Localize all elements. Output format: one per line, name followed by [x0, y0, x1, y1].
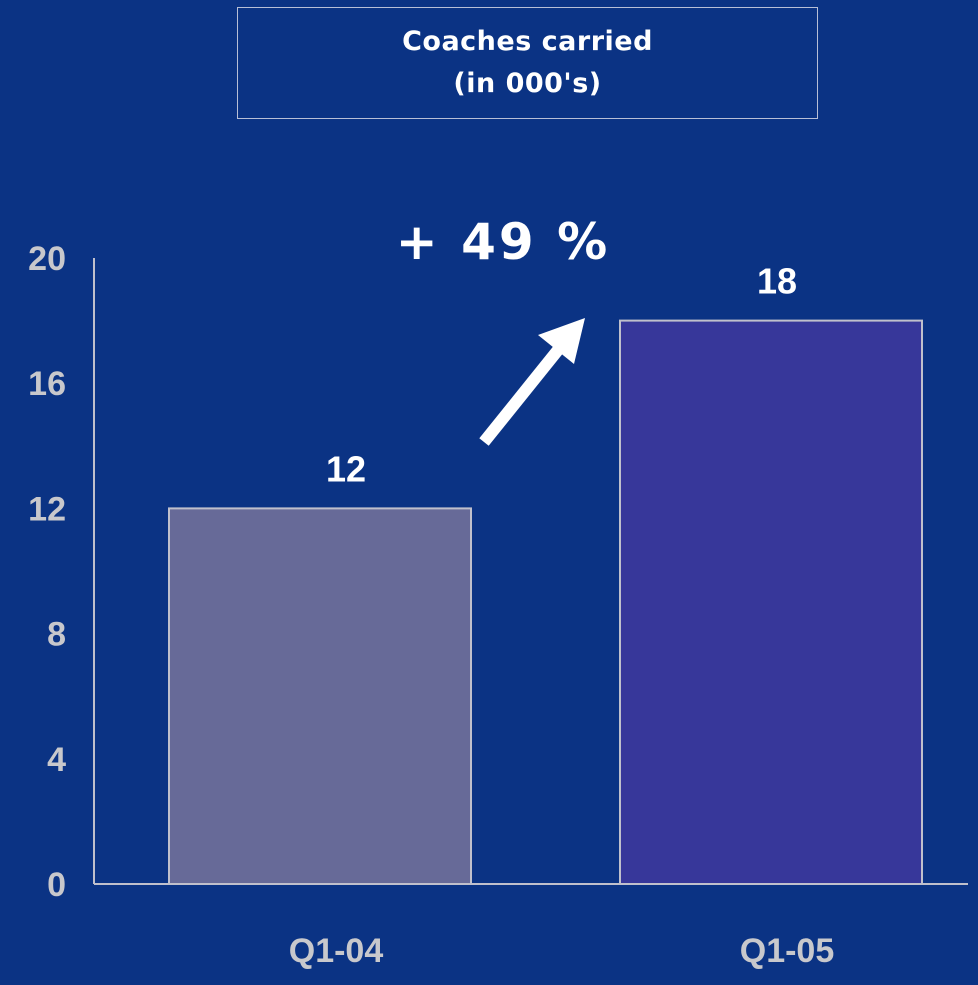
- bar-q1-04: [168, 507, 472, 885]
- y-tick-label: 16: [28, 365, 66, 403]
- y-axis-ticks: 0 4 8 12 16 20: [28, 240, 66, 904]
- x-tick-label: Q1-05: [740, 932, 835, 970]
- up-right-arrow-icon: [479, 318, 585, 446]
- y-tick-label: 4: [47, 741, 66, 779]
- chart-title-line2: (in 000's): [453, 68, 602, 99]
- y-tick-label: 20: [28, 240, 66, 278]
- y-tick-label: 8: [47, 616, 66, 654]
- bars-group: [168, 319, 923, 886]
- data-label-q1-04: 12: [326, 448, 366, 489]
- x-tick-label: Q1-04: [289, 932, 384, 970]
- y-tick-label: 0: [47, 866, 66, 904]
- bar-q1-05: [619, 319, 923, 886]
- data-label-q1-05: 18: [757, 261, 797, 302]
- chart-title-box: Coaches carried (in 000's): [237, 7, 818, 119]
- chart-title-line1: Coaches carried: [402, 26, 653, 57]
- x-axis-labels: Q1-04 Q1-05: [289, 932, 835, 970]
- growth-annotation: + 49 %: [396, 213, 610, 271]
- y-tick-label: 12: [28, 490, 66, 528]
- data-labels: 12 18: [326, 261, 797, 490]
